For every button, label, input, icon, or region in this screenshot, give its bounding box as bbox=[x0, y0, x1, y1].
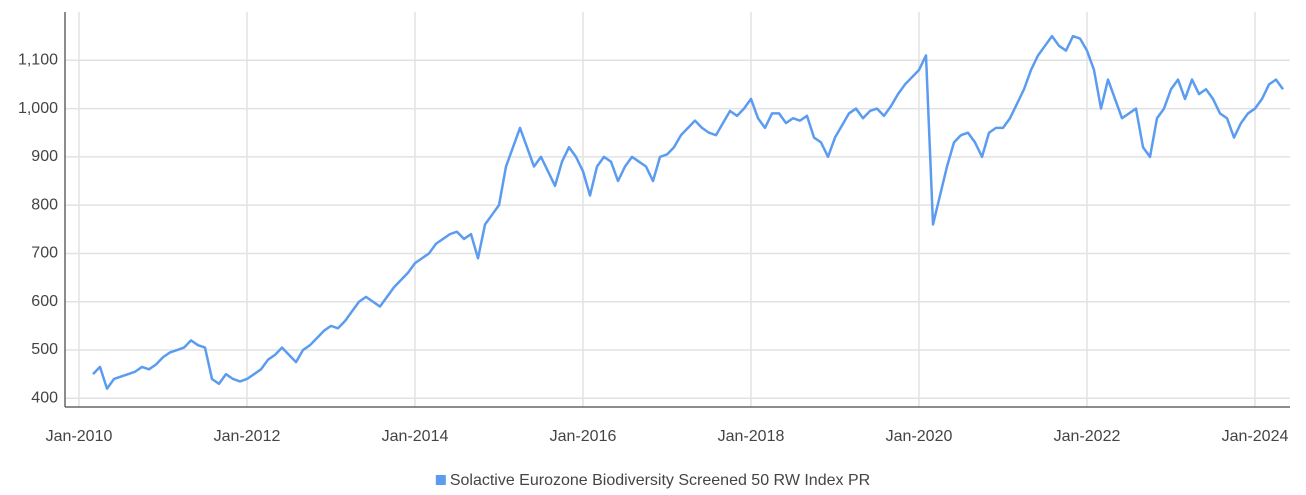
x-tick-label: Jan-2016 bbox=[550, 428, 617, 445]
y-tick-label: 500 bbox=[31, 341, 58, 358]
y-tick-label: 1,000 bbox=[18, 100, 58, 117]
y-tick-label: 700 bbox=[31, 245, 58, 262]
x-tick-label: Jan-2012 bbox=[214, 428, 281, 445]
x-tick-label: Jan-2022 bbox=[1054, 428, 1121, 445]
data-line bbox=[92, 34, 1285, 390]
x-tick-label: Jan-2024 bbox=[1222, 428, 1289, 445]
x-tick-label: Jan-2018 bbox=[718, 428, 785, 445]
x-tick-label: Jan-2020 bbox=[886, 428, 953, 445]
y-tick-label: 1,100 bbox=[18, 52, 58, 69]
legend-swatch bbox=[435, 475, 446, 485]
legend-item: Solactive Eurozone Biodiversity Screened… bbox=[435, 472, 870, 489]
y-tick-label: 800 bbox=[31, 196, 58, 213]
legend-label: Solactive Eurozone Biodiversity Screened… bbox=[450, 472, 870, 489]
y-tick-label: 400 bbox=[31, 390, 58, 407]
x-tick-label: Jan-2010 bbox=[46, 428, 113, 445]
y-tick-label: 900 bbox=[31, 148, 58, 165]
y-tick-label: 600 bbox=[31, 293, 58, 310]
x-tick-label: Jan-2014 bbox=[382, 428, 449, 445]
